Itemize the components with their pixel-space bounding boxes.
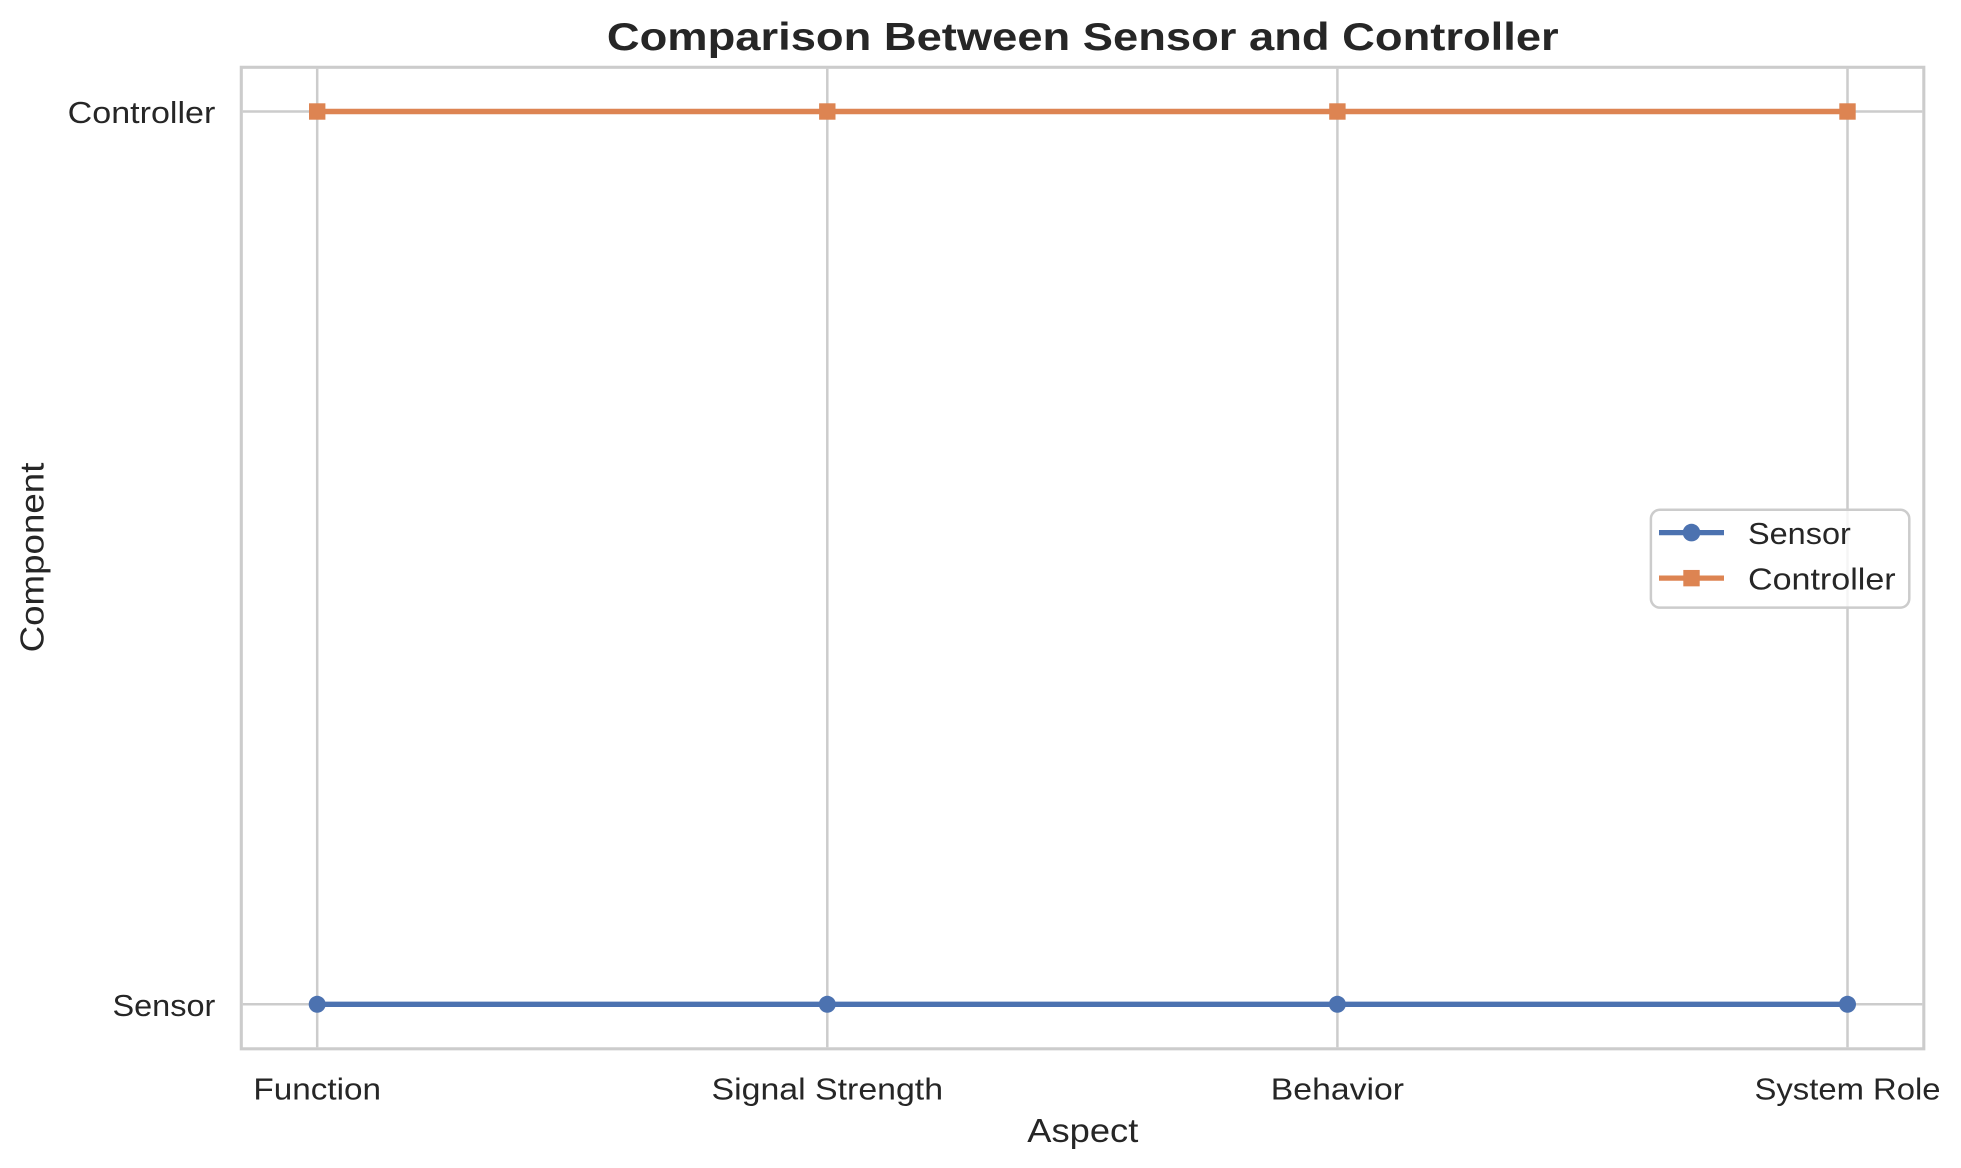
svg-text:Function: Function: [253, 1073, 381, 1107]
svg-text:Sensor: Sensor: [1748, 517, 1851, 551]
svg-text:Aspect: Aspect: [1027, 1113, 1138, 1150]
svg-text:Sensor: Sensor: [113, 989, 216, 1023]
svg-text:Behavior: Behavior: [1271, 1073, 1404, 1107]
svg-text:Comparison Between Sensor and: Comparison Between Sensor and Controller: [607, 15, 1559, 59]
svg-text:Controller: Controller: [1748, 562, 1896, 596]
svg-text:System Role: System Role: [1755, 1073, 1941, 1107]
svg-text:Controller: Controller: [68, 96, 216, 130]
svg-text:Signal Strength: Signal Strength: [712, 1073, 944, 1107]
svg-text:Component: Component: [15, 463, 52, 653]
